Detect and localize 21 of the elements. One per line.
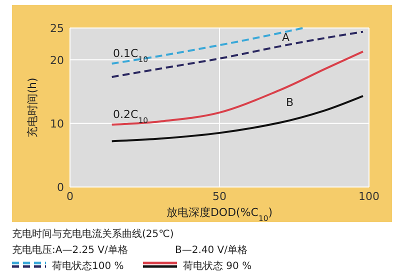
y-tick-label: 0 — [57, 181, 64, 194]
x-tick-label: 0 — [66, 190, 74, 203]
annotation: 0.1C$_{10}$ — [113, 47, 148, 64]
line-series — [110, 27, 304, 65]
x-tick-label: 50 — [212, 190, 226, 203]
text: B—2.40 V/单格 — [175, 244, 248, 256]
y-tick-label: 20 — [50, 54, 64, 67]
text: 充电时间与充电电流关系曲线(25℃) — [12, 228, 174, 240]
text: 充电电压:A—2.25 V/单格 — [12, 244, 128, 256]
line-series — [110, 95, 364, 142]
line-series — [110, 50, 364, 126]
legend-label: 荷电状态 90 % — [183, 260, 252, 272]
annotation: A — [282, 31, 290, 44]
annotation: B — [286, 96, 294, 109]
y-axis-title: 充电时间(h) — [26, 78, 39, 138]
y-tick-label: 25 — [50, 22, 64, 35]
y-tick-label: 10 — [50, 117, 64, 130]
legend-label: 荷电状态100 % — [52, 260, 124, 272]
line-series — [110, 30, 364, 78]
x-tick-label: 100 — [358, 190, 380, 203]
x-axis-title: 放电深度DOD(%C$_{10}$) — [166, 206, 273, 222]
